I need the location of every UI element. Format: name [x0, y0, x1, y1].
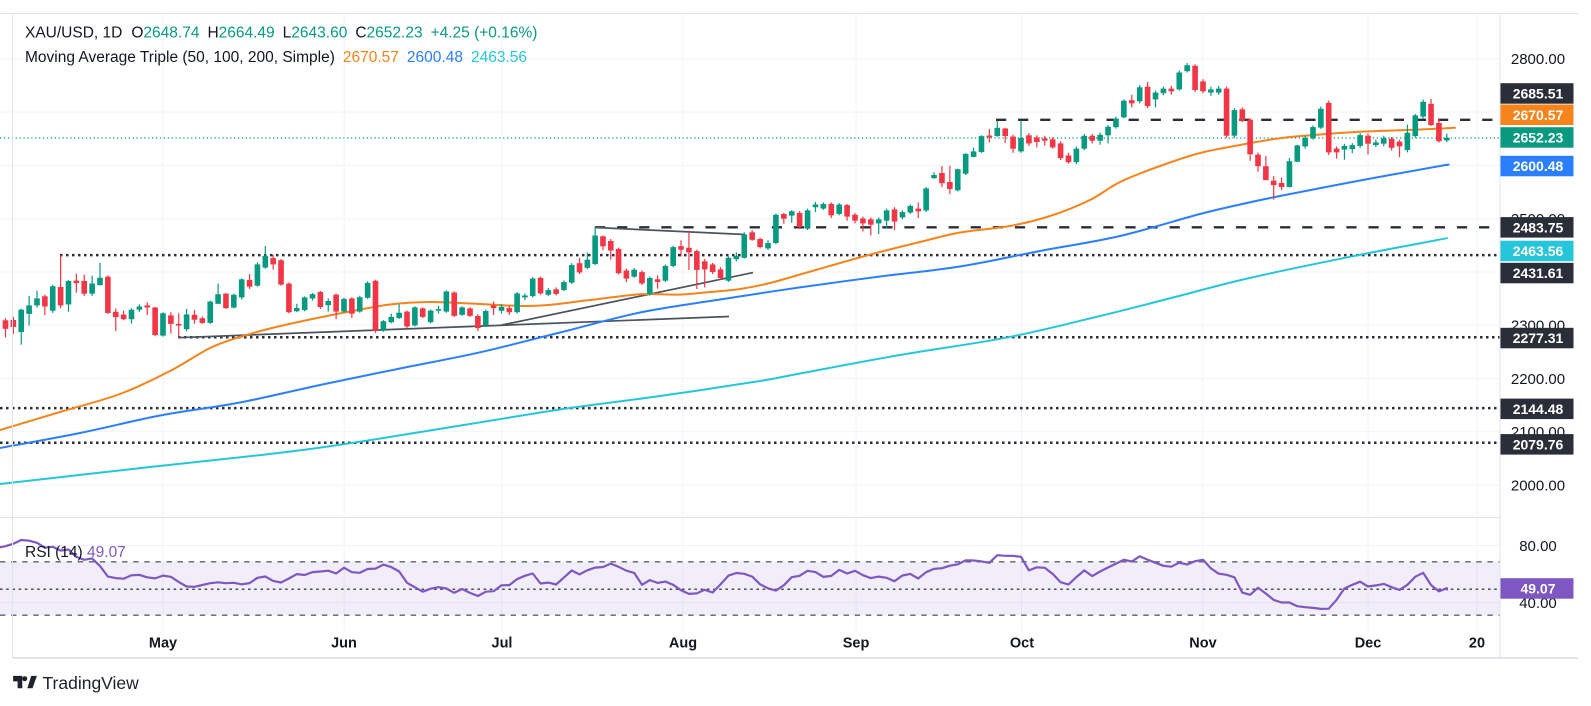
svg-text:49.07: 49.07 [1520, 581, 1555, 597]
svg-text:Nov: Nov [1189, 636, 1216, 652]
svg-text:2685.51: 2685.51 [1513, 86, 1564, 102]
svg-text:TradingView: TradingView [43, 673, 140, 693]
svg-text:2463.56: 2463.56 [1513, 243, 1564, 259]
svg-text:2431.61: 2431.61 [1513, 265, 1564, 281]
svg-text:2652.23: 2652.23 [1513, 130, 1564, 146]
svg-text:80.00: 80.00 [1519, 538, 1557, 555]
svg-text:2000.00: 2000.00 [1511, 478, 1565, 495]
svg-text:2144.48: 2144.48 [1513, 401, 1564, 417]
svg-text:Aug: Aug [669, 636, 697, 652]
svg-text:2277.31: 2277.31 [1513, 330, 1564, 346]
svg-text:Moving Average Triple (50, 100: Moving Average Triple (50, 100, 200, Sim… [25, 49, 527, 66]
svg-text:2800.00: 2800.00 [1511, 51, 1565, 68]
svg-text:2483.75: 2483.75 [1513, 219, 1564, 235]
svg-text:RSI (14) 49.07: RSI (14) 49.07 [25, 544, 126, 561]
svg-text:May: May [149, 636, 177, 652]
svg-text:Dec: Dec [1355, 636, 1382, 652]
svg-text:Oct: Oct [1010, 636, 1034, 652]
svg-text:Jun: Jun [331, 636, 357, 652]
svg-text:2600.48: 2600.48 [1513, 158, 1564, 174]
svg-text:Jul: Jul [492, 636, 513, 652]
svg-text:2200.00: 2200.00 [1511, 371, 1565, 388]
svg-text:20: 20 [1469, 636, 1485, 652]
svg-text:2079.76: 2079.76 [1513, 436, 1564, 452]
svg-text:Sep: Sep [843, 636, 870, 652]
svg-text:2670.57: 2670.57 [1513, 107, 1564, 123]
svg-text:40.00: 40.00 [1519, 595, 1557, 612]
